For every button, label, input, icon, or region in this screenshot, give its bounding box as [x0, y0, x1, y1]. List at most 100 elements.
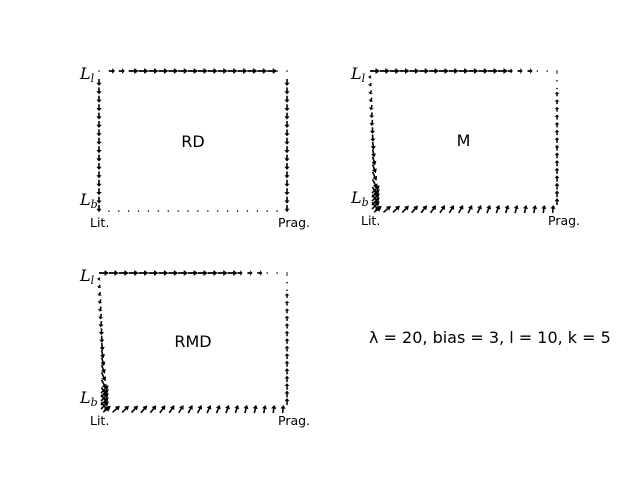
- corner-label-top: Ll: [350, 64, 366, 85]
- vector-arrow: [438, 68, 449, 74]
- vector-dot: [256, 210, 259, 212]
- vector-arrow: [96, 129, 102, 137]
- vector-arrow: [541, 205, 547, 214]
- vector-dot: [246, 210, 249, 212]
- vector-arrow: [284, 163, 290, 170]
- vector-arrow: [389, 68, 400, 74]
- vector-arrow: [284, 390, 290, 398]
- vector-arrow: [399, 68, 410, 74]
- vector-dot: [216, 210, 219, 212]
- vector-arrow: [370, 68, 380, 74]
- vector-arrow: [409, 68, 420, 74]
- vector-arrow: [513, 204, 519, 214]
- vector-arrow: [148, 270, 159, 276]
- vector-arrow: [217, 270, 228, 276]
- vector-arrow: [554, 129, 560, 136]
- vector-arrow: [96, 104, 102, 112]
- vector-arrow: [284, 121, 290, 128]
- vector-arrow: [371, 179, 378, 189]
- vector-arrow: [420, 205, 427, 214]
- vector-arrow: [97, 284, 102, 289]
- vector-arrow: [243, 404, 249, 414]
- vector-arrow: [379, 68, 390, 74]
- vector-arrow: [207, 270, 218, 276]
- vector-arrow: [367, 75, 373, 79]
- vector-arrow: [448, 68, 459, 74]
- vector-arrow: [284, 188, 290, 196]
- vector-arrow: [284, 79, 290, 86]
- vector-arrow: [284, 308, 290, 314]
- vector-arrow: [96, 171, 102, 179]
- vector-dot: [556, 79, 558, 82]
- vector-dot: [147, 210, 150, 212]
- corner-label-bottom: Lb: [350, 188, 369, 209]
- vector-arrow: [284, 196, 290, 204]
- vector-arrow: [517, 68, 523, 74]
- vector-arrow: [196, 405, 203, 414]
- vector-dot: [127, 210, 130, 212]
- vector-arrow: [96, 79, 102, 86]
- vector-arrow: [554, 198, 560, 205]
- vector-arrow: [96, 112, 102, 120]
- vector-dot: [137, 210, 140, 212]
- vector-arrow: [98, 313, 104, 320]
- vector-arrow: [371, 185, 380, 194]
- vector-arrow: [98, 328, 104, 336]
- vector-arrow: [96, 87, 102, 95]
- vector-arrow: [100, 393, 109, 402]
- vector-arrow: [371, 197, 380, 206]
- vector-arrow: [284, 87, 290, 95]
- vector-arrow: [284, 95, 290, 103]
- vector-arrow: [96, 205, 102, 212]
- vector-arrow: [284, 315, 290, 321]
- vector-dot: [286, 272, 288, 274]
- vector-arrow: [158, 68, 169, 74]
- vector-arrow: [392, 205, 400, 213]
- vector-arrow: [448, 205, 455, 214]
- vector-arrow: [271, 405, 277, 414]
- vector-arrow: [96, 188, 102, 196]
- vector-arrow: [178, 405, 184, 414]
- corner-label-bottom: Lb: [79, 388, 98, 409]
- vector-arrow: [234, 404, 240, 414]
- vector-arrow: [368, 82, 373, 87]
- vector-arrow: [96, 95, 102, 103]
- vector-arrow: [486, 204, 492, 214]
- vector-arrow: [178, 68, 189, 74]
- vector-dot: [266, 210, 269, 212]
- x-label-left: Lit.: [90, 413, 109, 428]
- vector-dot: [226, 210, 229, 212]
- vector-arrow: [100, 401, 109, 410]
- vector-dot: [556, 70, 558, 72]
- vector-arrow: [429, 68, 440, 74]
- vector-arrow: [96, 121, 102, 128]
- vector-arrow: [429, 205, 436, 214]
- vector-arrow: [532, 205, 538, 214]
- panel-title: RMD: [174, 332, 211, 351]
- vector-arrow: [419, 68, 430, 74]
- vector-arrow: [284, 129, 290, 137]
- vector-arrow: [99, 342, 105, 351]
- vector-arrow: [96, 196, 102, 204]
- vector-arrow: [284, 137, 290, 145]
- vector-arrow: [284, 345, 290, 352]
- vector-arrow: [373, 205, 382, 213]
- parameters-text: λ = 20, bias = 3, l = 10, k = 5: [369, 328, 611, 347]
- vector-arrow: [371, 149, 377, 158]
- vector-arrow: [507, 68, 513, 74]
- vector-dot: [177, 210, 179, 212]
- vector-arrow: [149, 405, 157, 414]
- vector-arrow: [100, 389, 109, 398]
- vector-arrow: [262, 405, 268, 414]
- vector-arrow: [178, 270, 189, 276]
- vector-arrow: [96, 154, 102, 162]
- vector-arrow: [369, 127, 375, 134]
- vector-arrow: [257, 68, 268, 74]
- vector-arrow: [284, 338, 290, 344]
- vector-arrow: [100, 357, 106, 367]
- vector-arrow: [369, 112, 375, 118]
- vector-arrow: [225, 404, 230, 414]
- vector-arrow: [383, 205, 391, 213]
- x-label-right: Prag.: [278, 215, 310, 230]
